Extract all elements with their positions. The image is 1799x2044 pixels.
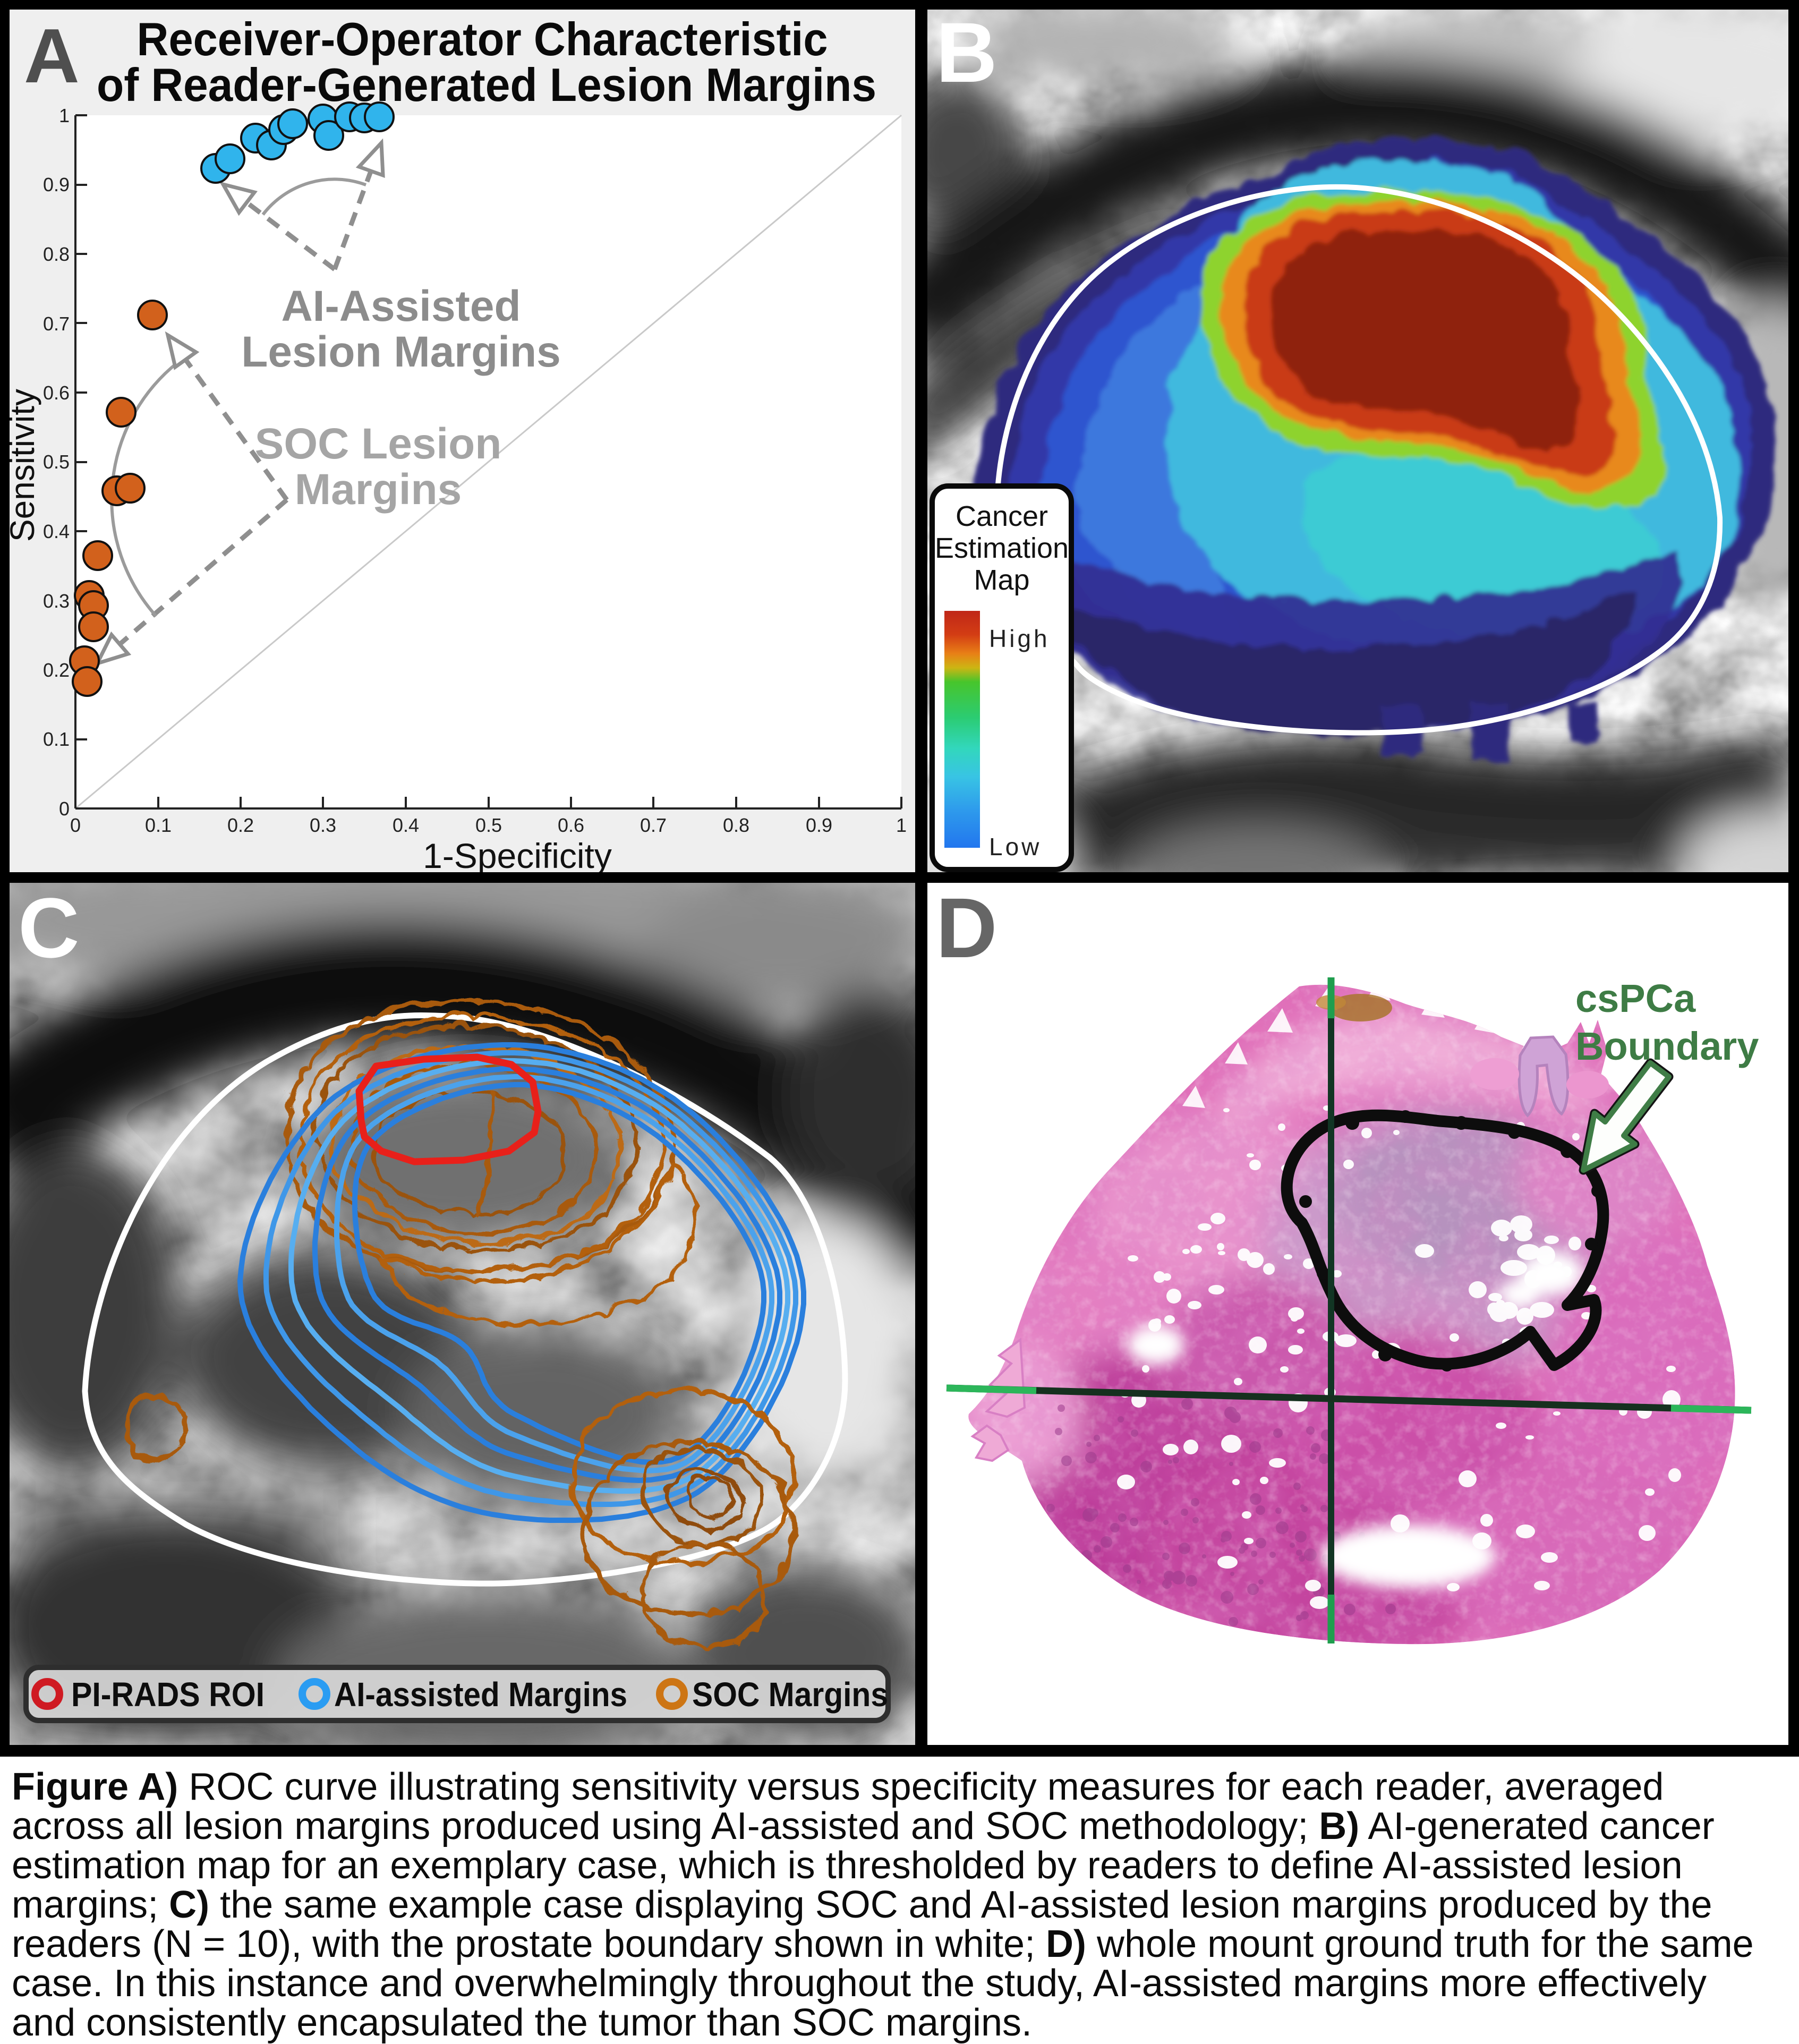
svg-text:0.5: 0.5 (43, 451, 70, 473)
svg-text:0.3: 0.3 (310, 814, 336, 836)
svg-text:1-Specificity: 1-Specificity (423, 836, 612, 872)
svg-text:0.8: 0.8 (723, 814, 749, 836)
svg-text:Margins: Margins (295, 465, 462, 514)
svg-text:Map: Map (974, 564, 1029, 596)
svg-text:0.4: 0.4 (393, 814, 419, 836)
svg-text:of Reader-Generated Lesion Mar: of Reader-Generated Lesion Margins (97, 58, 876, 111)
svg-text:D: D (936, 883, 997, 975)
svg-text:AI-assisted Margins: AI-assisted Margins (334, 1675, 627, 1714)
svg-text:1: 1 (59, 105, 70, 126)
svg-text:0.6: 0.6 (43, 382, 70, 404)
svg-text:0.4: 0.4 (43, 521, 70, 542)
svg-text:High: High (989, 625, 1050, 652)
svg-text:Estimation: Estimation (935, 532, 1069, 564)
svg-text:0.1: 0.1 (43, 728, 70, 750)
svg-text:0.5: 0.5 (475, 814, 502, 836)
svg-text:csPCa: csPCa (1575, 976, 1696, 1020)
svg-text:0.6: 0.6 (558, 814, 584, 836)
svg-text:0: 0 (59, 798, 70, 820)
svg-text:AI-Assisted: AI-Assisted (281, 282, 521, 330)
svg-text:Lesion Margins: Lesion Margins (241, 328, 560, 376)
svg-text:Boundary: Boundary (1575, 1024, 1759, 1068)
svg-text:Receiver-Operator Characterist: Receiver-Operator Characteristic (137, 13, 828, 65)
svg-text:C: C (18, 883, 80, 975)
svg-text:0.9: 0.9 (43, 174, 70, 195)
svg-text:0.7: 0.7 (640, 814, 667, 836)
svg-text:0.7: 0.7 (43, 313, 70, 335)
svg-text:SOC Margins: SOC Margins (692, 1675, 888, 1714)
svg-text:Low: Low (989, 833, 1042, 861)
svg-text:B: B (936, 10, 997, 100)
svg-text:A: A (24, 13, 80, 99)
svg-text:Sensitivity: Sensitivity (10, 389, 41, 542)
svg-text:0.2: 0.2 (43, 659, 70, 681)
svg-text:1: 1 (896, 814, 907, 836)
svg-text:0.9: 0.9 (806, 814, 832, 836)
svg-text:PI-RADS ROI: PI-RADS ROI (71, 1675, 265, 1714)
svg-text:0.2: 0.2 (227, 814, 254, 836)
svg-text:0.3: 0.3 (43, 590, 70, 612)
svg-text:SOC Lesion: SOC Lesion (255, 420, 502, 468)
svg-text:0.1: 0.1 (145, 814, 172, 836)
svg-text:Cancer: Cancer (956, 500, 1048, 532)
svg-text:0: 0 (70, 814, 81, 836)
svg-text:0.8: 0.8 (43, 243, 70, 265)
